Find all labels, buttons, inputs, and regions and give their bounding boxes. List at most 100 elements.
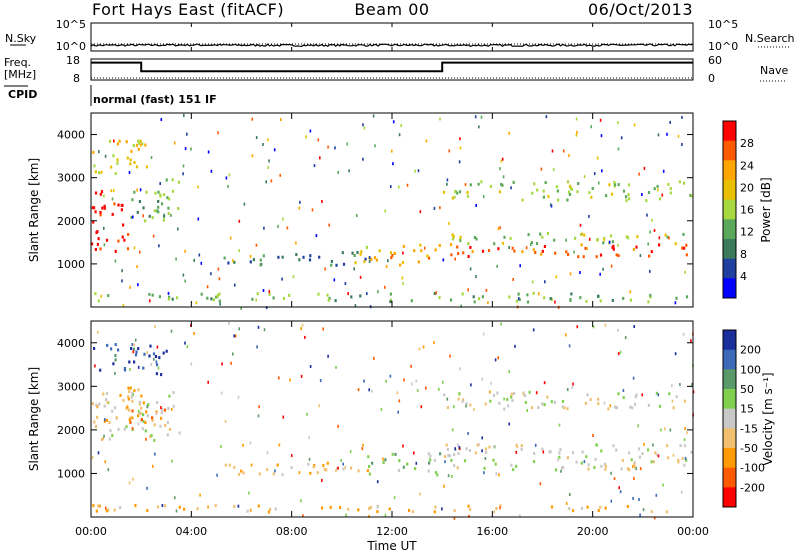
power-cell	[391, 253, 394, 257]
power-scatter	[91, 113, 693, 310]
power-cell	[168, 295, 171, 299]
velocity-colorbar-segment	[723, 467, 736, 488]
velocity-cell	[163, 408, 167, 412]
velocity-cell	[580, 506, 584, 510]
power-speckle	[448, 149, 451, 153]
power-speckle	[190, 147, 192, 151]
velocity-speckle	[278, 376, 280, 380]
velocity-speckle	[234, 334, 237, 338]
velocity-cell	[633, 402, 637, 406]
velocity-cell	[312, 465, 315, 469]
power-cell	[167, 297, 170, 301]
velocity-cell	[122, 398, 125, 402]
noise-panel: N.Sky 10^5 10^0 10^5 10^0 N.Search	[5, 18, 795, 53]
power-speckle	[588, 237, 591, 241]
velocity-cell	[320, 506, 324, 510]
power-speckle	[182, 172, 184, 176]
power-cell	[682, 232, 685, 236]
power-cell	[481, 249, 485, 253]
velocity-speckle	[571, 386, 574, 389]
power-cell	[472, 295, 475, 299]
velocity-speckle	[672, 453, 675, 457]
power-speckle	[575, 133, 578, 137]
power-cell	[549, 297, 552, 300]
velocity-cell	[125, 407, 128, 410]
power-speckle	[508, 131, 510, 135]
power-cell	[148, 292, 151, 296]
velocity-cell	[92, 504, 95, 508]
power-speckle	[499, 226, 501, 230]
velocity-cell	[166, 433, 169, 437]
power-cell	[341, 251, 344, 255]
power-cell	[612, 244, 615, 248]
velocity-cell	[134, 504, 137, 508]
power-speckle	[580, 232, 582, 236]
velocity-speckle	[220, 391, 223, 395]
velocity-cell	[631, 406, 634, 410]
velocity-speckle	[516, 445, 519, 449]
velocity-cell	[496, 391, 499, 395]
velocity-speckle	[682, 332, 685, 336]
velocity-cell	[394, 452, 397, 456]
power-speckle	[512, 278, 514, 281]
velocity-speckle	[664, 427, 666, 431]
velocity-speckle	[170, 407, 173, 411]
power-cell	[123, 238, 126, 242]
velocity-colorbar-segment	[723, 389, 736, 410]
power-cell	[94, 191, 98, 195]
velocity-cell	[597, 402, 600, 406]
velocity-speckle	[97, 451, 100, 455]
power-cell	[328, 296, 331, 300]
power-cell	[467, 255, 470, 258]
velocity-cell	[342, 467, 345, 471]
power-cell	[97, 171, 101, 175]
power-speckle	[337, 171, 339, 174]
velocity-cell	[196, 507, 199, 511]
power-speckle	[132, 215, 134, 219]
velocity-speckle	[497, 356, 499, 360]
power-speckle	[286, 226, 289, 230]
power-cell	[167, 206, 170, 210]
velocity-cell	[107, 508, 110, 512]
velocity-cell	[172, 391, 175, 395]
velocity-speckle	[690, 339, 692, 343]
velocity-cell	[368, 472, 371, 476]
velocity-cell	[647, 403, 650, 407]
power-cell	[682, 181, 686, 185]
power-speckle	[200, 261, 203, 265]
velocity-cell	[155, 363, 159, 367]
velocity-speckle	[484, 457, 487, 460]
velocity-cell	[572, 509, 575, 513]
power-speckle	[593, 172, 596, 176]
power-cell	[617, 183, 620, 187]
power-cell	[632, 248, 635, 251]
power-speckle	[497, 227, 500, 231]
velocity-speckle	[337, 424, 339, 428]
velocity-cell	[597, 509, 600, 512]
power-speckle	[112, 189, 115, 193]
velocity-speckle	[221, 362, 223, 366]
velocity-cell	[240, 469, 243, 473]
velocity-cell	[141, 427, 144, 431]
power-cell	[365, 245, 368, 249]
velocity-speckle	[216, 473, 218, 477]
velocity-speckle	[558, 423, 561, 427]
power-speckle	[459, 239, 462, 243]
power-colorbar-segment	[723, 258, 736, 279]
power-cell	[282, 296, 285, 300]
velocity-cell	[137, 388, 140, 392]
velocity-speckle	[91, 456, 94, 459]
velocity-cell	[376, 510, 379, 514]
power-cell	[605, 194, 608, 198]
power-speckle	[649, 269, 651, 273]
velocity-speckle	[199, 493, 201, 497]
velocity-cell	[269, 508, 272, 511]
velocity-speckle	[691, 382, 693, 386]
power-speckle	[538, 292, 540, 296]
velocity-speckle	[451, 475, 453, 478]
power-cell	[557, 198, 560, 202]
velocity-speckle	[154, 452, 156, 456]
power-cell	[450, 243, 453, 247]
power-cell	[177, 180, 180, 184]
velocity-cell	[322, 464, 325, 468]
